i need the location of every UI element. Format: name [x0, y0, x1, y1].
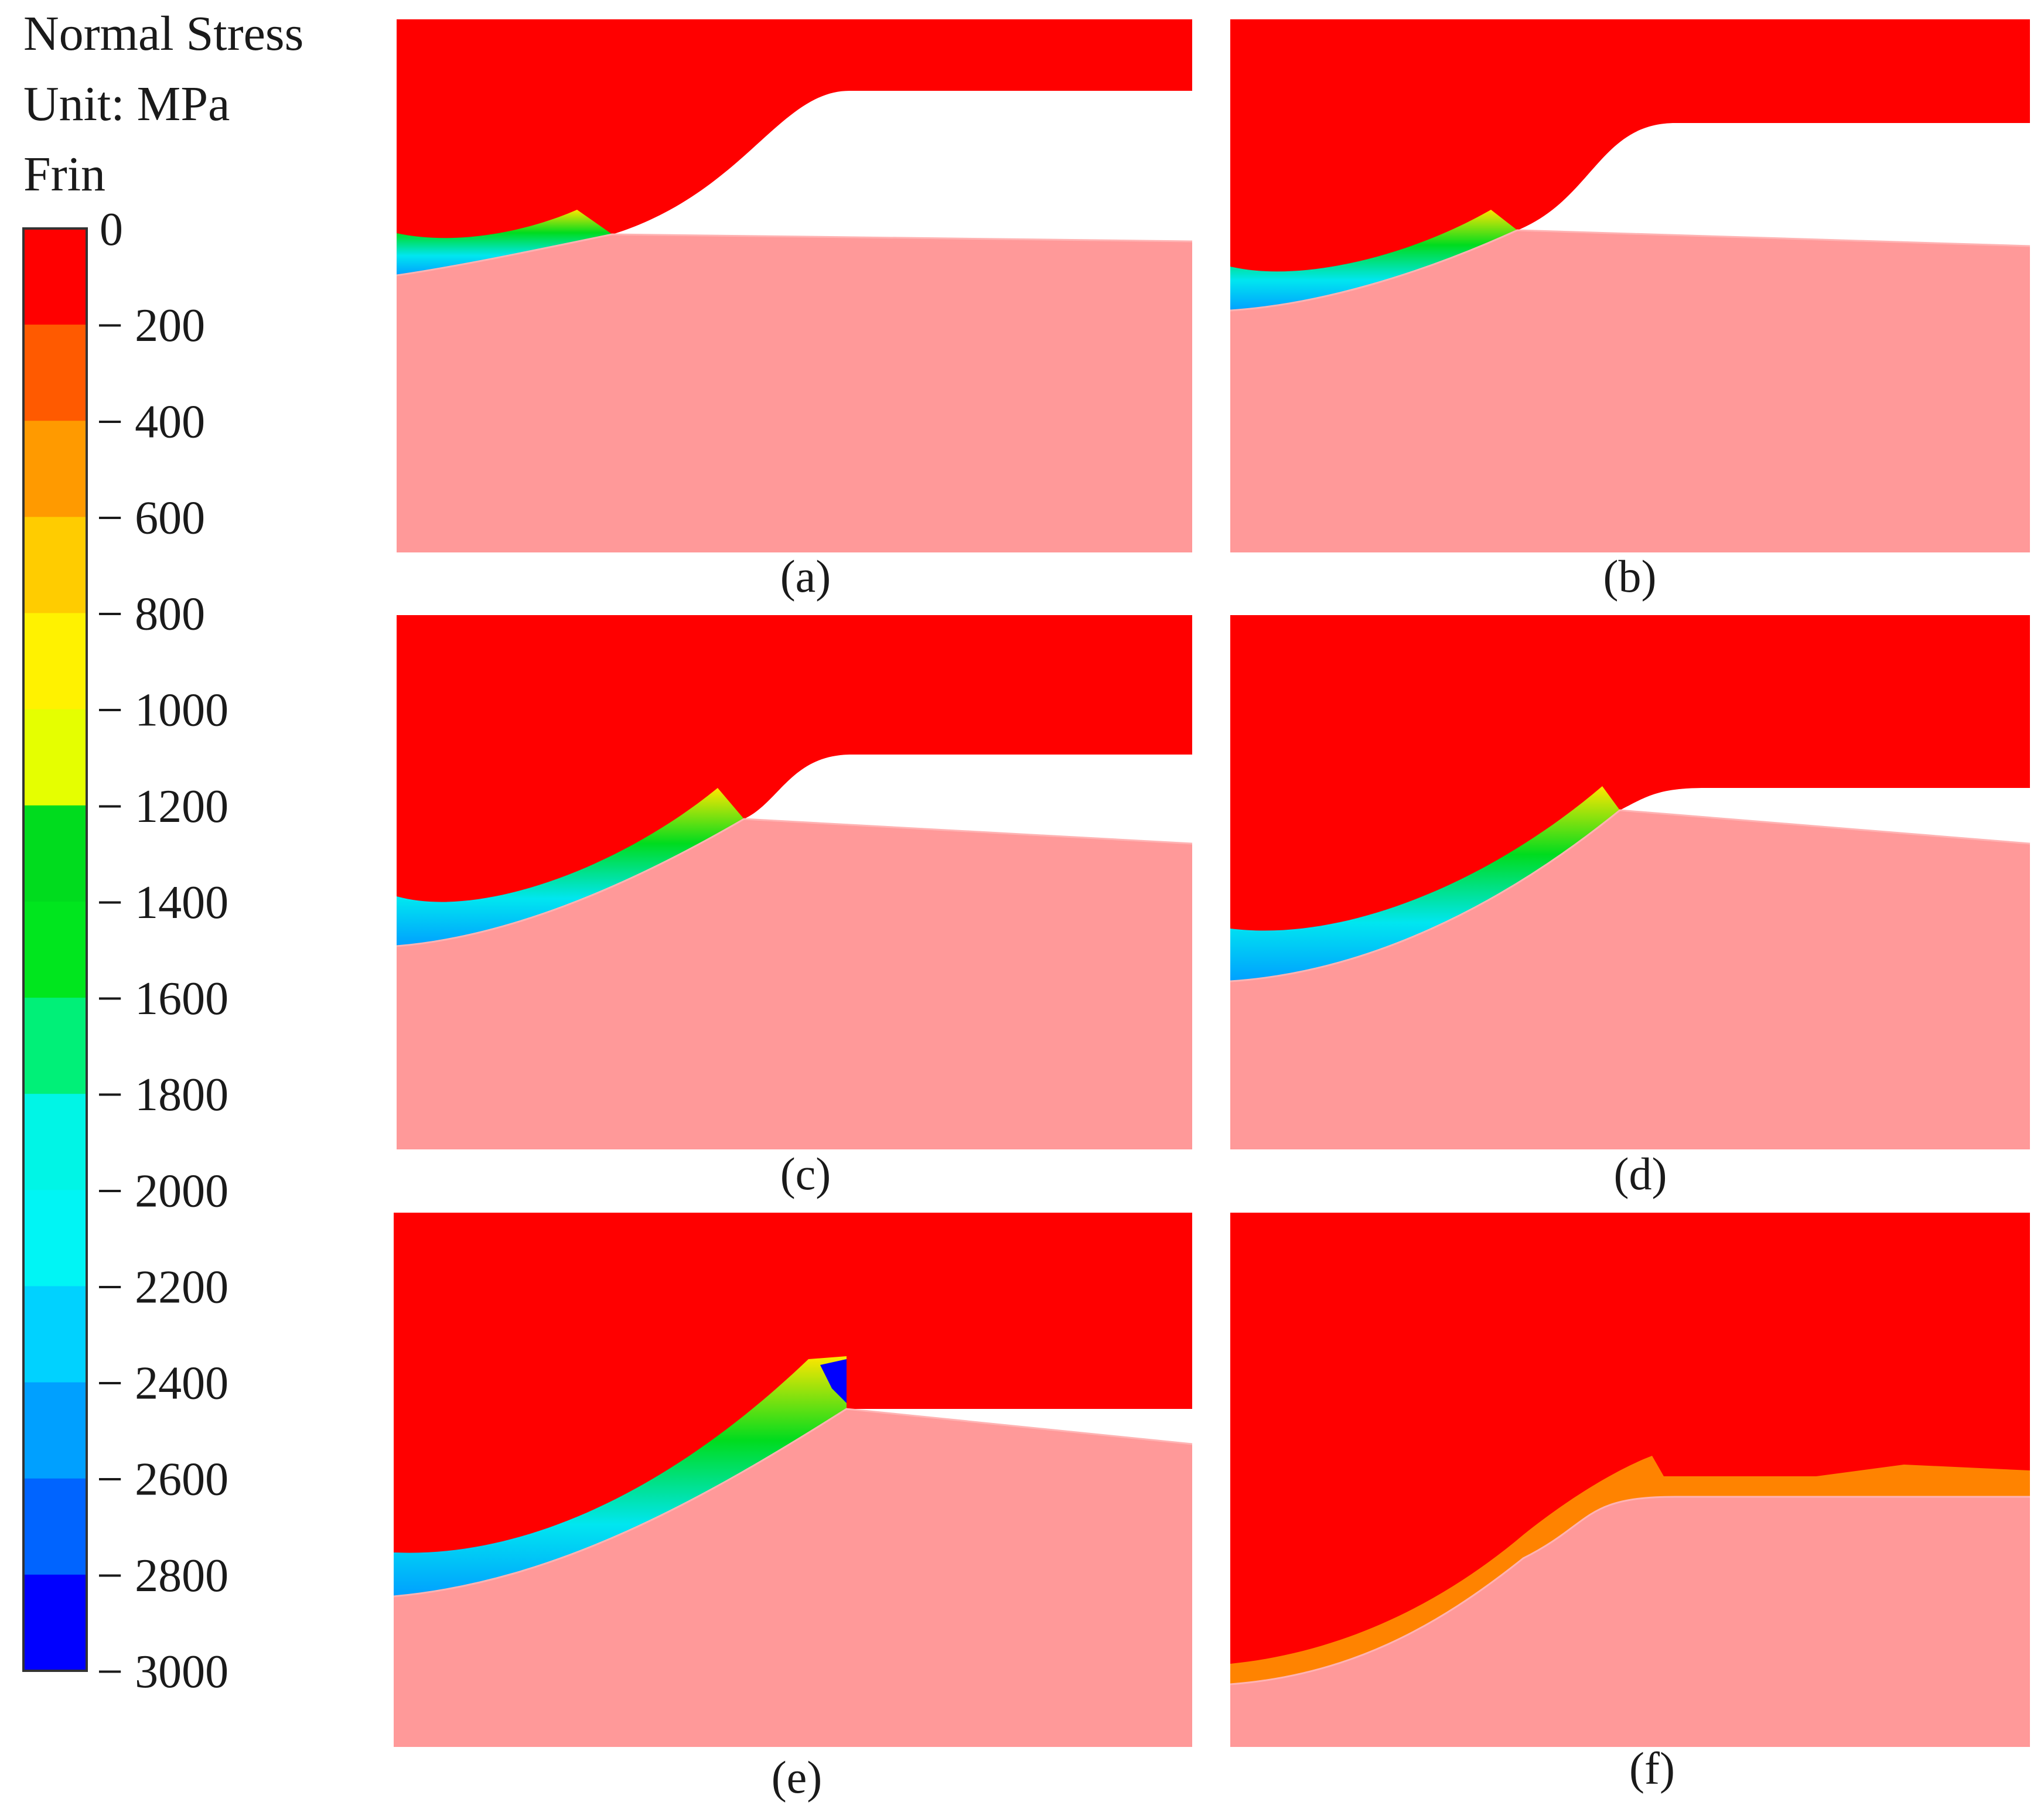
contact-stress-band — [1230, 786, 1620, 981]
legend-title: Normal Stress — [23, 6, 303, 61]
legend-swatch — [23, 1574, 87, 1671]
gap-region — [1230, 615, 2030, 844]
tool-edge — [393, 1408, 1193, 1598]
legend-swatch — [23, 998, 87, 1095]
legend-tick-label: − 1400 — [97, 877, 228, 929]
legend-swatch — [23, 421, 87, 518]
legend-tick-label: − 2600 — [97, 1454, 228, 1506]
legend-swatch — [23, 1382, 87, 1479]
panel-a-caption: (a) — [780, 551, 831, 602]
legend-swatch — [23, 1094, 87, 1191]
legend-tick-label: − 400 — [97, 396, 205, 448]
panel-d: (d) — [1230, 615, 2031, 1199]
peak-stress-spot — [820, 1359, 847, 1403]
legend-swatch — [23, 325, 87, 422]
contact-stress-band — [394, 1356, 847, 1596]
chip-region — [394, 1213, 847, 1596]
chip-region — [397, 19, 1192, 275]
chip-region — [1230, 615, 2030, 981]
legend-swatch — [23, 1190, 87, 1287]
legend-tick-label: − 1200 — [97, 781, 228, 832]
chip-region-upper — [847, 1213, 1192, 1409]
tool-edge — [1230, 1496, 2030, 1685]
legend-swatch — [23, 228, 87, 326]
contact-stress-band — [397, 788, 744, 946]
tool-edge — [1230, 809, 2031, 982]
panel-d-caption: (d) — [1614, 1148, 1667, 1199]
chip-region — [1230, 1213, 2030, 1684]
legend-subtitle: Frin — [23, 147, 105, 202]
gap-region — [397, 19, 1192, 241]
gap-region — [397, 615, 1192, 844]
panel-c: (c) — [396, 615, 1193, 1199]
legend-tick-label: − 800 — [97, 589, 205, 640]
legend-tick-label: 0 — [100, 204, 123, 255]
legend-swatch — [23, 1478, 87, 1575]
legend-swatch — [23, 901, 87, 999]
legend-tick-label: − 2000 — [97, 1165, 228, 1217]
tool-edge — [1230, 229, 2031, 312]
legend-colorbar-frame — [22, 227, 88, 1672]
contact-stress-band — [397, 210, 612, 275]
legend-tick-label: − 3000 — [97, 1646, 228, 1698]
legend-tick-label: − 600 — [97, 492, 205, 544]
panel-c-caption: (c) — [780, 1148, 831, 1199]
legend-tick-label: − 1000 — [97, 685, 228, 736]
legend-tick-label: − 2400 — [97, 1358, 228, 1410]
legend-unit: Unit: MPa — [23, 77, 230, 131]
legend-tick-label: − 1600 — [97, 973, 228, 1025]
legend: Normal Stress Unit: MPa Frin 0 − 200 − 400… — [22, 6, 303, 1698]
legend-tick-label: − 1800 — [97, 1069, 228, 1121]
legend-swatch — [23, 1286, 87, 1383]
legend-tick-label: − 200 — [97, 300, 205, 351]
legend-colorbar — [23, 228, 87, 1671]
panel-e-caption: (e) — [772, 1752, 823, 1803]
contact-stress-band — [1230, 1456, 2030, 1684]
chip-region — [1230, 19, 2030, 310]
panel-b-caption: (b) — [1603, 551, 1657, 602]
panel-e: (e) — [393, 1213, 1193, 1803]
tool-edge — [396, 233, 1193, 277]
contact-stress-band — [1230, 210, 1517, 310]
tool-edge — [396, 818, 1193, 947]
legend-tick-label: − 2200 — [97, 1261, 228, 1313]
legend-tick-label: − 2800 — [97, 1550, 228, 1602]
panel-b: (b) — [1230, 19, 2031, 602]
legend-swatch — [23, 709, 87, 806]
legend-tick-labels: 0 − 200 − 400 − 600 − 800 − 1000 − 1200 − 1400 −… — [97, 204, 228, 1698]
panel-a: (a) — [396, 19, 1193, 602]
legend-swatch — [23, 517, 87, 614]
panel-f: (f) — [1230, 1213, 2030, 1794]
legend-swatch — [23, 805, 87, 902]
legend-swatch — [23, 613, 87, 710]
panel-f-caption: (f) — [1629, 1743, 1675, 1794]
